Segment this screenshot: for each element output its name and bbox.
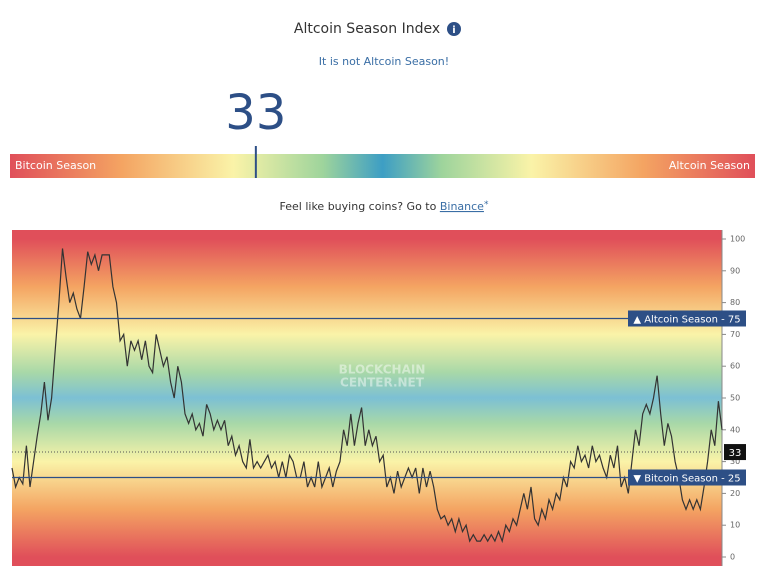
reference-label: ▲ Altcoin Season - 75 bbox=[633, 315, 740, 326]
y-tick-label: 10 bbox=[730, 521, 740, 530]
y-tick-label: 90 bbox=[730, 266, 740, 275]
index-line bbox=[11, 248, 723, 544]
y-tick-label: 60 bbox=[730, 362, 740, 371]
reference-label: ▼ Bitcoin Season - 25 bbox=[633, 474, 740, 485]
current-label: 33 bbox=[729, 448, 742, 459]
gauge-bar bbox=[10, 154, 755, 178]
y-tick-label: 0 bbox=[730, 553, 735, 562]
gauge-right-label: Altcoin Season bbox=[669, 159, 750, 172]
info-glyph: i bbox=[452, 25, 455, 36]
y-tick-label: 30 bbox=[730, 457, 740, 466]
promo-text: Feel like buying coins? Go to bbox=[280, 200, 437, 213]
y-tick-label: 40 bbox=[730, 425, 740, 434]
current-label-box bbox=[724, 444, 746, 461]
y-tick-label: 80 bbox=[730, 298, 740, 307]
title: Altcoin Season Index bbox=[294, 21, 440, 37]
y-tick-label: 20 bbox=[730, 489, 740, 498]
y-tick-label: 100 bbox=[730, 235, 745, 244]
gauge-left-label: Bitcoin Season bbox=[15, 159, 96, 172]
promo-link[interactable]: Binance bbox=[440, 200, 484, 213]
reference-label-box bbox=[628, 310, 746, 327]
subtitle: It is not Altcoin Season! bbox=[319, 55, 449, 68]
y-tick-label: 50 bbox=[730, 394, 740, 403]
plot-background bbox=[12, 230, 722, 566]
chart: 0 10 20 30 40 50 60 70 80 90 100 BLOCKCHAINCENTER.N… bbox=[11, 235, 746, 562]
y-tick-label: 70 bbox=[730, 330, 740, 339]
gauge-value: 33 bbox=[225, 85, 286, 141]
watermark: CENTER.NET bbox=[340, 376, 425, 390]
promo: Feel like buying coins? Go to Binance* bbox=[280, 200, 489, 214]
reference-label-box bbox=[628, 469, 746, 486]
promo-suffix: * bbox=[484, 200, 489, 210]
watermark: BLOCKCHAIN bbox=[339, 363, 426, 377]
info-icon[interactable] bbox=[447, 22, 461, 36]
